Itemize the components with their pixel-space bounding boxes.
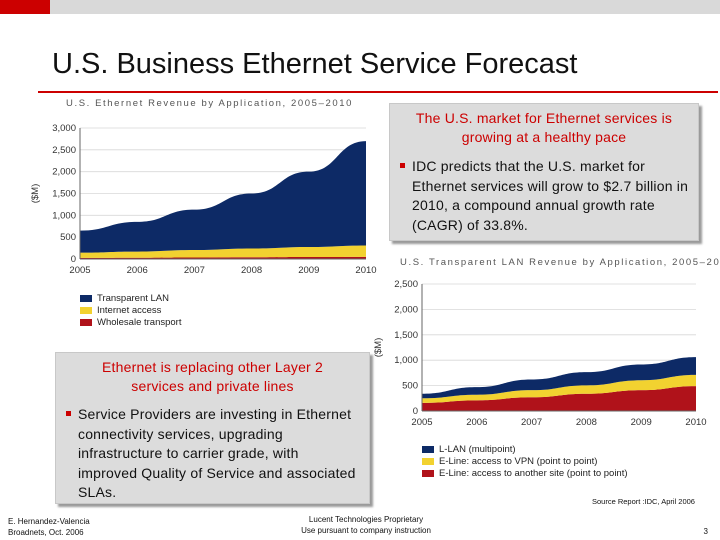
chart2-x-tick-label: 2007 bbox=[521, 417, 542, 428]
chart2-legend: L-LAN (multipoint) E-Line: access to VPN… bbox=[422, 443, 628, 479]
chart1-legend: Transparent LAN Internet access Wholesal… bbox=[80, 292, 181, 328]
chart2-legend-swatch bbox=[422, 457, 434, 465]
chart1-legend-label: Transparent LAN bbox=[97, 292, 169, 304]
callout-heading: Ethernet is replacing other Layer 2 serv… bbox=[101, 359, 323, 394]
source-note: Source Report :IDC, April 2006 bbox=[592, 497, 695, 506]
chart1-legend-item: Transparent LAN bbox=[80, 292, 181, 304]
footer-author-line2: Broadnets, Oct. 2006 bbox=[8, 528, 84, 537]
chart2-area-2 bbox=[422, 357, 696, 399]
chart2-x-tick-label: 2008 bbox=[576, 417, 597, 428]
chart2-x-tick-label: 2010 bbox=[685, 417, 706, 428]
callout-bullet-text: Service Providers are investing in Ether… bbox=[78, 406, 356, 500]
callout-bullet: Service Providers are investing in Ether… bbox=[64, 405, 361, 503]
title-rule bbox=[38, 91, 718, 93]
footer-proprietary: Lucent Technologies Proprietary Use purs… bbox=[296, 514, 436, 536]
chart1-x-tick-label: 2005 bbox=[69, 265, 90, 276]
chart2-y-tick-label: 1,000 bbox=[394, 355, 418, 366]
chart1-y-tick-label: 3,000 bbox=[52, 123, 76, 134]
chart2-legend-swatch bbox=[422, 445, 434, 453]
chart1-legend-swatch bbox=[80, 306, 92, 314]
chart2-y-axis-label: ($M) bbox=[373, 338, 384, 358]
chart1-x-tick-label: 2007 bbox=[184, 265, 205, 276]
chart2-x-tick-label: 2006 bbox=[466, 417, 487, 428]
chart2-x-tick-label: 2009 bbox=[631, 417, 652, 428]
chart1-legend-label: Wholesale transport bbox=[97, 316, 182, 328]
slide-title: U.S. Business Ethernet Service Forecast bbox=[52, 48, 578, 80]
footer-center-line2: Use pursuant to company instruction bbox=[301, 526, 431, 535]
chart1-legend-swatch bbox=[80, 318, 92, 326]
callout-bullet-text: IDC predicts that the U.S. market for Et… bbox=[412, 158, 689, 233]
chart2-legend-swatch bbox=[422, 469, 434, 477]
chart1-y-tick-label: 2,000 bbox=[52, 167, 76, 178]
chart2-title: U.S. Transparent LAN Revenue by Applicat… bbox=[400, 257, 720, 268]
chart1-y-tick-label: 1,500 bbox=[52, 189, 76, 200]
chart2-x-tick-label: 2005 bbox=[411, 417, 432, 428]
chart1-area-2 bbox=[80, 141, 366, 253]
chart1-area-0 bbox=[80, 256, 366, 259]
page-number: 3 bbox=[703, 527, 708, 536]
chart1-y-axis-label: ($M) bbox=[30, 184, 41, 204]
chart2-legend-item: E-Line: access to VPN (point to point) bbox=[422, 455, 628, 467]
chart1-area-1 bbox=[80, 245, 366, 258]
chart2-legend-label: E-Line: access to another site (point to… bbox=[439, 467, 628, 479]
chart2-area-0 bbox=[422, 386, 696, 411]
chart2-y-tick-label: 500 bbox=[402, 381, 418, 392]
chart2-y-tick-label: 1,500 bbox=[394, 330, 418, 341]
chart2-y-tick-label: 2,000 bbox=[394, 304, 418, 315]
chart1-legend-label: Internet access bbox=[97, 304, 162, 316]
callout-layer2-replacement: Ethernet is replacing other Layer 2 serv… bbox=[55, 352, 370, 504]
chart1-x-tick-label: 2010 bbox=[355, 265, 376, 276]
callout-market-growth: The U.S. market for Ethernet services is… bbox=[389, 103, 699, 241]
chart2-legend-label: E-Line: access to VPN (point to point) bbox=[439, 455, 598, 467]
chart1-y-tick-label: 2,500 bbox=[52, 145, 76, 156]
chart2-legend-label: L-LAN (multipoint) bbox=[439, 443, 516, 455]
footer-author-line1: E. Hernandez-Valencia bbox=[8, 517, 90, 526]
callout-bullet: IDC predicts that the U.S. market for Et… bbox=[398, 157, 690, 235]
chart1-y-tick-label: 0 bbox=[71, 254, 76, 265]
chart1-x-tick-label: 2009 bbox=[298, 265, 319, 276]
chart2-area-1 bbox=[422, 374, 696, 403]
chart1-y-tick-label: 500 bbox=[60, 232, 76, 243]
chart2-y-tick-label: 0 bbox=[413, 406, 418, 417]
chart1-legend-swatch bbox=[80, 294, 92, 302]
footer-author: E. Hernandez-Valencia Broadnets, Oct. 20… bbox=[8, 516, 90, 538]
chart1-legend-item: Internet access bbox=[80, 304, 181, 316]
bullet-icon bbox=[400, 163, 405, 168]
chart1-y-tick-label: 1,000 bbox=[52, 210, 76, 221]
top-bar bbox=[0, 0, 720, 14]
footer-center-line1: Lucent Technologies Proprietary bbox=[308, 515, 424, 524]
bullet-icon bbox=[66, 411, 71, 416]
chart1-title: U.S. Ethernet Revenue by Application, 20… bbox=[66, 98, 353, 109]
chart1-x-tick-label: 2008 bbox=[241, 265, 262, 276]
chart2-legend-item: L-LAN (multipoint) bbox=[422, 443, 628, 455]
callout-heading: The U.S. market for Ethernet services is… bbox=[415, 110, 673, 145]
chart1-legend-item: Wholesale transport bbox=[80, 316, 181, 328]
chart2-legend-item: E-Line: access to another site (point to… bbox=[422, 467, 628, 479]
chart2-y-tick-label: 2,500 bbox=[394, 279, 418, 290]
chart1-x-tick-label: 2006 bbox=[127, 265, 148, 276]
top-bar-accent bbox=[0, 0, 50, 14]
